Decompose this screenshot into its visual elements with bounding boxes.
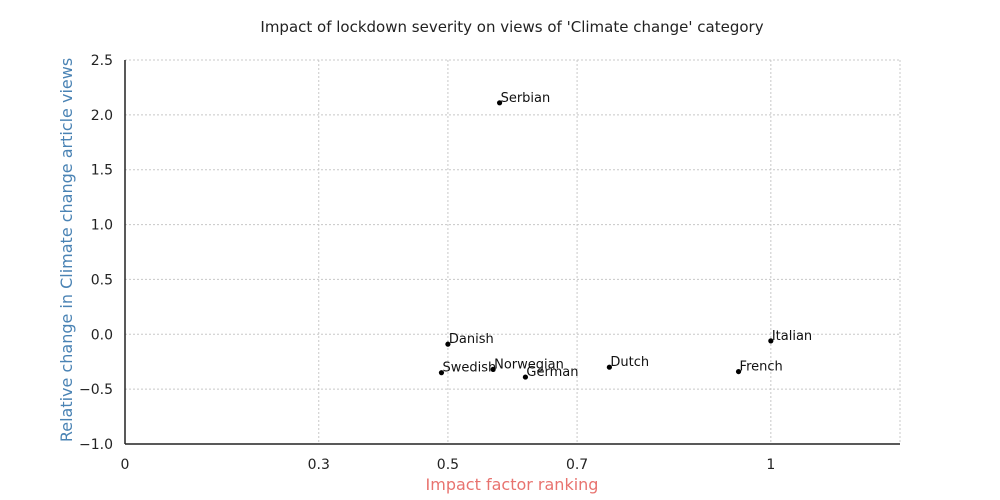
- point-label: Swedish: [442, 361, 496, 376]
- y-tick-label: −0.5: [79, 382, 113, 398]
- ticks: −1.0 −0.5 0.0 0.5 1.0 1.5 2.0 2.5 0 0.3 0.5 0.7 1: [79, 53, 775, 473]
- point-label: German: [526, 365, 578, 380]
- x-tick-label: 0.5: [437, 457, 459, 473]
- y-tick-label: 2.5: [91, 53, 113, 69]
- point-marker: [606, 364, 612, 370]
- point-label: Norwegian: [494, 357, 564, 372]
- point-marker: [445, 341, 451, 347]
- x-tick-label: 0.3: [308, 457, 330, 473]
- data-point-danish: Danish: [445, 332, 494, 347]
- point-marker: [496, 100, 503, 106]
- y-tick-label: 1.5: [91, 163, 113, 179]
- axes: [124, 60, 900, 445]
- data-point-italian: Italian: [768, 329, 812, 344]
- x-tick-label: 0.7: [566, 457, 588, 473]
- data-point-dutch: Dutch: [606, 355, 649, 370]
- y-tick-label: 1.0: [91, 218, 113, 234]
- point-label: Dutch: [610, 355, 649, 370]
- point-label: Serbian: [501, 91, 551, 106]
- data-point-french: French: [735, 360, 783, 375]
- y-tick-label: 0.0: [91, 327, 113, 343]
- x-tick-label: 1: [766, 457, 775, 473]
- data-point-german: German: [522, 365, 578, 380]
- y-tick-label: 0.5: [91, 272, 113, 288]
- y-tick-label: 2.0: [91, 108, 113, 124]
- x-axis-label: Impact factor ranking: [426, 475, 599, 494]
- point-marker: [768, 338, 774, 344]
- data-points: Serbian Danish Italian SwedishNorwegianGerm…: [438, 91, 812, 380]
- point-marker: [490, 366, 496, 372]
- data-point-serbian: Serbian: [496, 91, 551, 106]
- chart-title: Impact of lockdown severity on views of …: [260, 18, 763, 36]
- data-point-swedish: Swedish: [438, 361, 496, 376]
- data-point-norwegian: Norwegian: [490, 357, 564, 372]
- point-marker: [735, 368, 742, 375]
- point-label: French: [740, 360, 783, 375]
- point-label: Italian: [772, 329, 812, 344]
- grid: [125, 59, 901, 444]
- x-tick-label: 0: [121, 457, 130, 473]
- y-tick-label: −1.0: [79, 437, 113, 453]
- point-marker: [438, 370, 445, 376]
- y-axis-label: Relative change in Climate change articl…: [57, 58, 76, 442]
- point-marker: [522, 374, 529, 380]
- point-label: Danish: [449, 332, 494, 347]
